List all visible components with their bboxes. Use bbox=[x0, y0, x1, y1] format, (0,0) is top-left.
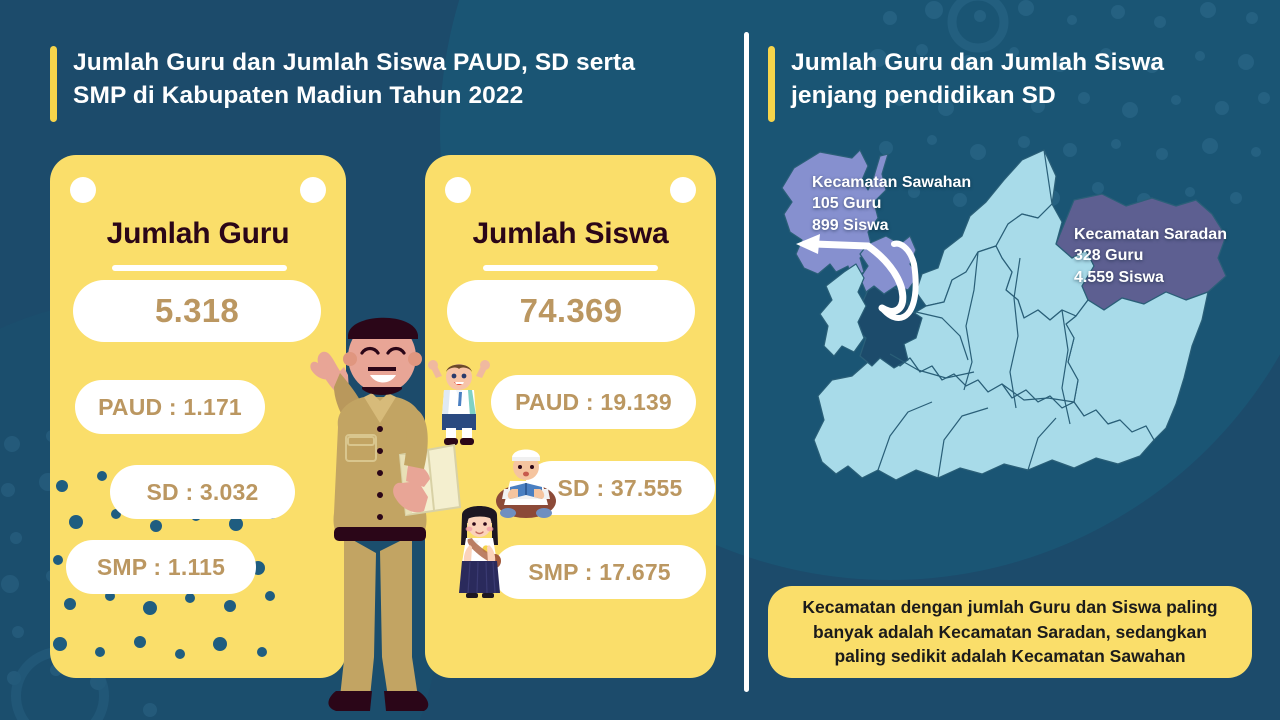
siswa-paud-pill: PAUD : 19.139 bbox=[491, 375, 696, 429]
map-region-south-west[interactable] bbox=[813, 353, 1155, 481]
teacher-illustration bbox=[310, 317, 462, 711]
map-arrow bbox=[796, 234, 919, 321]
card-punch-hole-left bbox=[70, 177, 96, 203]
guru-smp-pill: SMP : 1.115 bbox=[66, 540, 256, 594]
student-sd-illustration bbox=[428, 360, 490, 445]
map-label-sawahan: Kecamatan Sawahan 105 Guru 899 Siswa bbox=[812, 174, 972, 234]
card-punch-hole-right bbox=[300, 177, 326, 203]
card-siswa-title: Jumlah Siswa bbox=[472, 217, 669, 250]
siswa-sd-pill: SD : 37.555 bbox=[525, 461, 715, 515]
student-smp-illustration bbox=[459, 506, 501, 598]
title-left: Jumlah Guru dan Jumlah Siswa PAUD, SD se… bbox=[50, 46, 635, 122]
guru-paud-pill: PAUD : 1.171 bbox=[75, 380, 265, 434]
student-reading-illustration bbox=[496, 449, 556, 518]
card-guru-total: 5.318 bbox=[73, 280, 321, 342]
card-punch-hole-left bbox=[445, 177, 471, 203]
map-summary-callout: Kecamatan dengan jumlah Guru dan Siswa p… bbox=[768, 586, 1252, 678]
map-svg bbox=[781, 149, 1227, 481]
map-label-saradan: Kecamatan Saradan 328 Guru 4.559 Siswa bbox=[1074, 226, 1227, 286]
title-right: Jumlah Guru dan Jumlah Siswa jenjang pen… bbox=[768, 46, 1164, 122]
title-accent-bar-left bbox=[50, 46, 57, 122]
title-right-text: Jumlah Guru dan Jumlah Siswa jenjang pen… bbox=[791, 49, 1165, 110]
map-kabupaten-madiun: Kecamatan Sawahan 105 Guru 899 Siswa Kec… bbox=[756, 140, 1266, 570]
vertical-divider bbox=[744, 32, 749, 692]
card-siswa-underline bbox=[483, 265, 658, 271]
siswa-smp-pill: SMP : 17.675 bbox=[493, 545, 706, 599]
card-siswa-total: 74.369 bbox=[447, 280, 695, 342]
card-guru-title: Jumlah Guru bbox=[106, 217, 290, 250]
title-accent-bar-right bbox=[768, 46, 775, 122]
map-region-west-sliver[interactable] bbox=[819, 263, 867, 357]
card-punch-hole-right bbox=[670, 177, 696, 203]
guru-sd-pill: SD : 3.032 bbox=[110, 465, 295, 519]
card-guru-underline bbox=[112, 265, 287, 271]
title-left-text: Jumlah Guru dan Jumlah Siswa PAUD, SD se… bbox=[73, 49, 636, 110]
